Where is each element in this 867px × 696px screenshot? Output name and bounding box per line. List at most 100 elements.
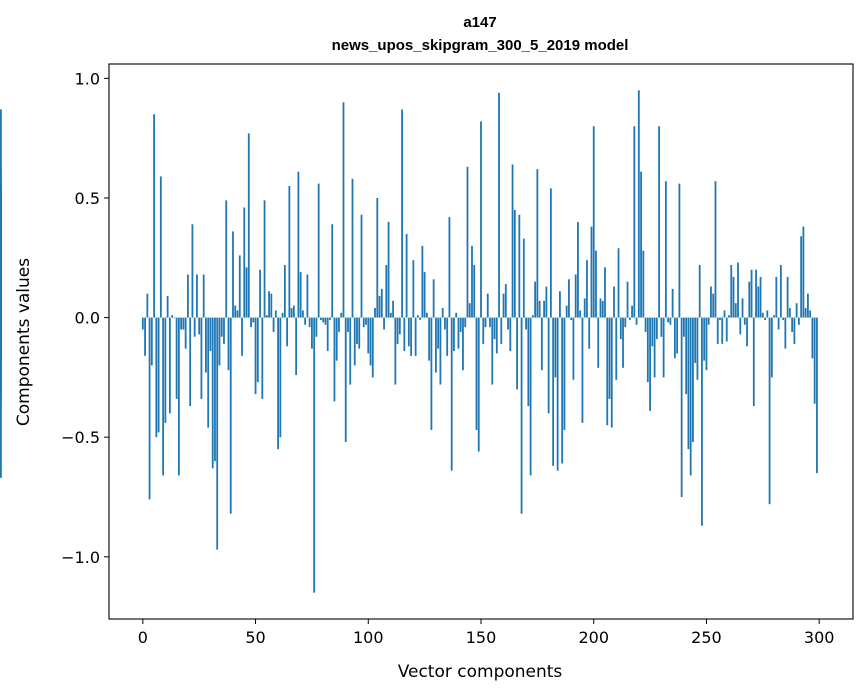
bar	[164, 317, 167, 423]
bar	[389, 312, 392, 318]
bar	[380, 288, 383, 318]
bar	[673, 317, 676, 359]
bar	[728, 315, 730, 318]
bar	[500, 317, 503, 344]
bar	[187, 274, 189, 318]
bar	[552, 317, 555, 466]
bar	[520, 317, 523, 514]
bar	[365, 317, 367, 325]
bar	[477, 317, 480, 452]
bar	[495, 317, 498, 354]
bar	[788, 308, 791, 318]
bar	[286, 317, 289, 347]
bar	[421, 245, 424, 318]
bar	[315, 317, 318, 337]
bar	[642, 250, 645, 318]
bar	[784, 317, 787, 349]
bar	[572, 317, 575, 380]
bar	[162, 317, 165, 476]
bar	[0, 317, 2, 361]
bar	[689, 317, 692, 476]
chart-subtitle: news_upos_skipgram_300_5_2019 model	[332, 37, 629, 54]
bar	[583, 298, 586, 318]
bar	[398, 317, 401, 335]
bar	[750, 269, 753, 318]
bar	[766, 310, 769, 318]
x-tick-label: 300	[804, 628, 835, 647]
bar	[157, 317, 160, 433]
bar	[716, 317, 719, 344]
bar	[685, 317, 688, 395]
bar	[166, 296, 169, 318]
bar	[344, 317, 347, 442]
bar	[705, 317, 708, 371]
bar	[150, 317, 153, 366]
y-axis-label: Components values	[14, 258, 34, 426]
bar	[0, 190, 2, 318]
bar	[396, 317, 399, 344]
bar	[617, 248, 620, 318]
bar	[737, 262, 739, 318]
bar	[347, 317, 349, 332]
bar	[703, 317, 706, 361]
bar	[559, 291, 561, 318]
bar	[261, 317, 264, 399]
bar	[484, 317, 487, 328]
bar	[770, 317, 773, 378]
bar	[200, 317, 203, 399]
bar	[653, 317, 656, 378]
x-axis-label: Vector components	[398, 662, 563, 682]
bar	[387, 221, 390, 318]
bar	[491, 317, 494, 385]
bar	[182, 317, 185, 330]
bar	[193, 317, 196, 337]
bar	[471, 245, 473, 318]
bar	[793, 317, 796, 344]
bar	[410, 317, 413, 356]
bar	[599, 298, 602, 318]
bar	[349, 317, 352, 385]
bar	[144, 317, 146, 356]
y-tick-label: 0.0	[75, 309, 100, 328]
bar	[640, 171, 642, 318]
bar	[687, 317, 690, 450]
bar	[628, 317, 631, 320]
bar	[707, 317, 710, 325]
bar	[678, 183, 681, 318]
bar	[683, 317, 685, 337]
bar	[446, 317, 449, 356]
bar	[211, 317, 214, 469]
bar	[721, 317, 724, 344]
bar	[752, 317, 755, 407]
bar	[568, 279, 570, 318]
bar	[725, 317, 728, 342]
bar	[676, 317, 679, 354]
bar	[511, 164, 514, 318]
bar	[554, 317, 557, 378]
bar	[531, 315, 534, 318]
bar	[457, 317, 460, 349]
bar	[664, 181, 667, 318]
bar	[462, 317, 464, 371]
x-axis: 0 50 100 150 200 250 300	[138, 619, 835, 647]
bar	[592, 126, 595, 318]
bar	[507, 317, 509, 330]
bar	[392, 300, 394, 318]
bar	[171, 315, 174, 318]
bar	[191, 224, 194, 318]
bar	[376, 197, 379, 318]
bar	[590, 226, 593, 318]
bar	[651, 317, 654, 347]
bar	[245, 267, 248, 318]
bar	[333, 317, 336, 402]
bar	[795, 303, 798, 318]
bar	[444, 317, 446, 330]
bar	[773, 315, 775, 318]
bar	[209, 317, 212, 352]
bar	[809, 310, 812, 318]
bar	[802, 226, 805, 318]
bar	[574, 274, 577, 318]
bar	[730, 264, 733, 318]
bar	[155, 317, 158, 438]
